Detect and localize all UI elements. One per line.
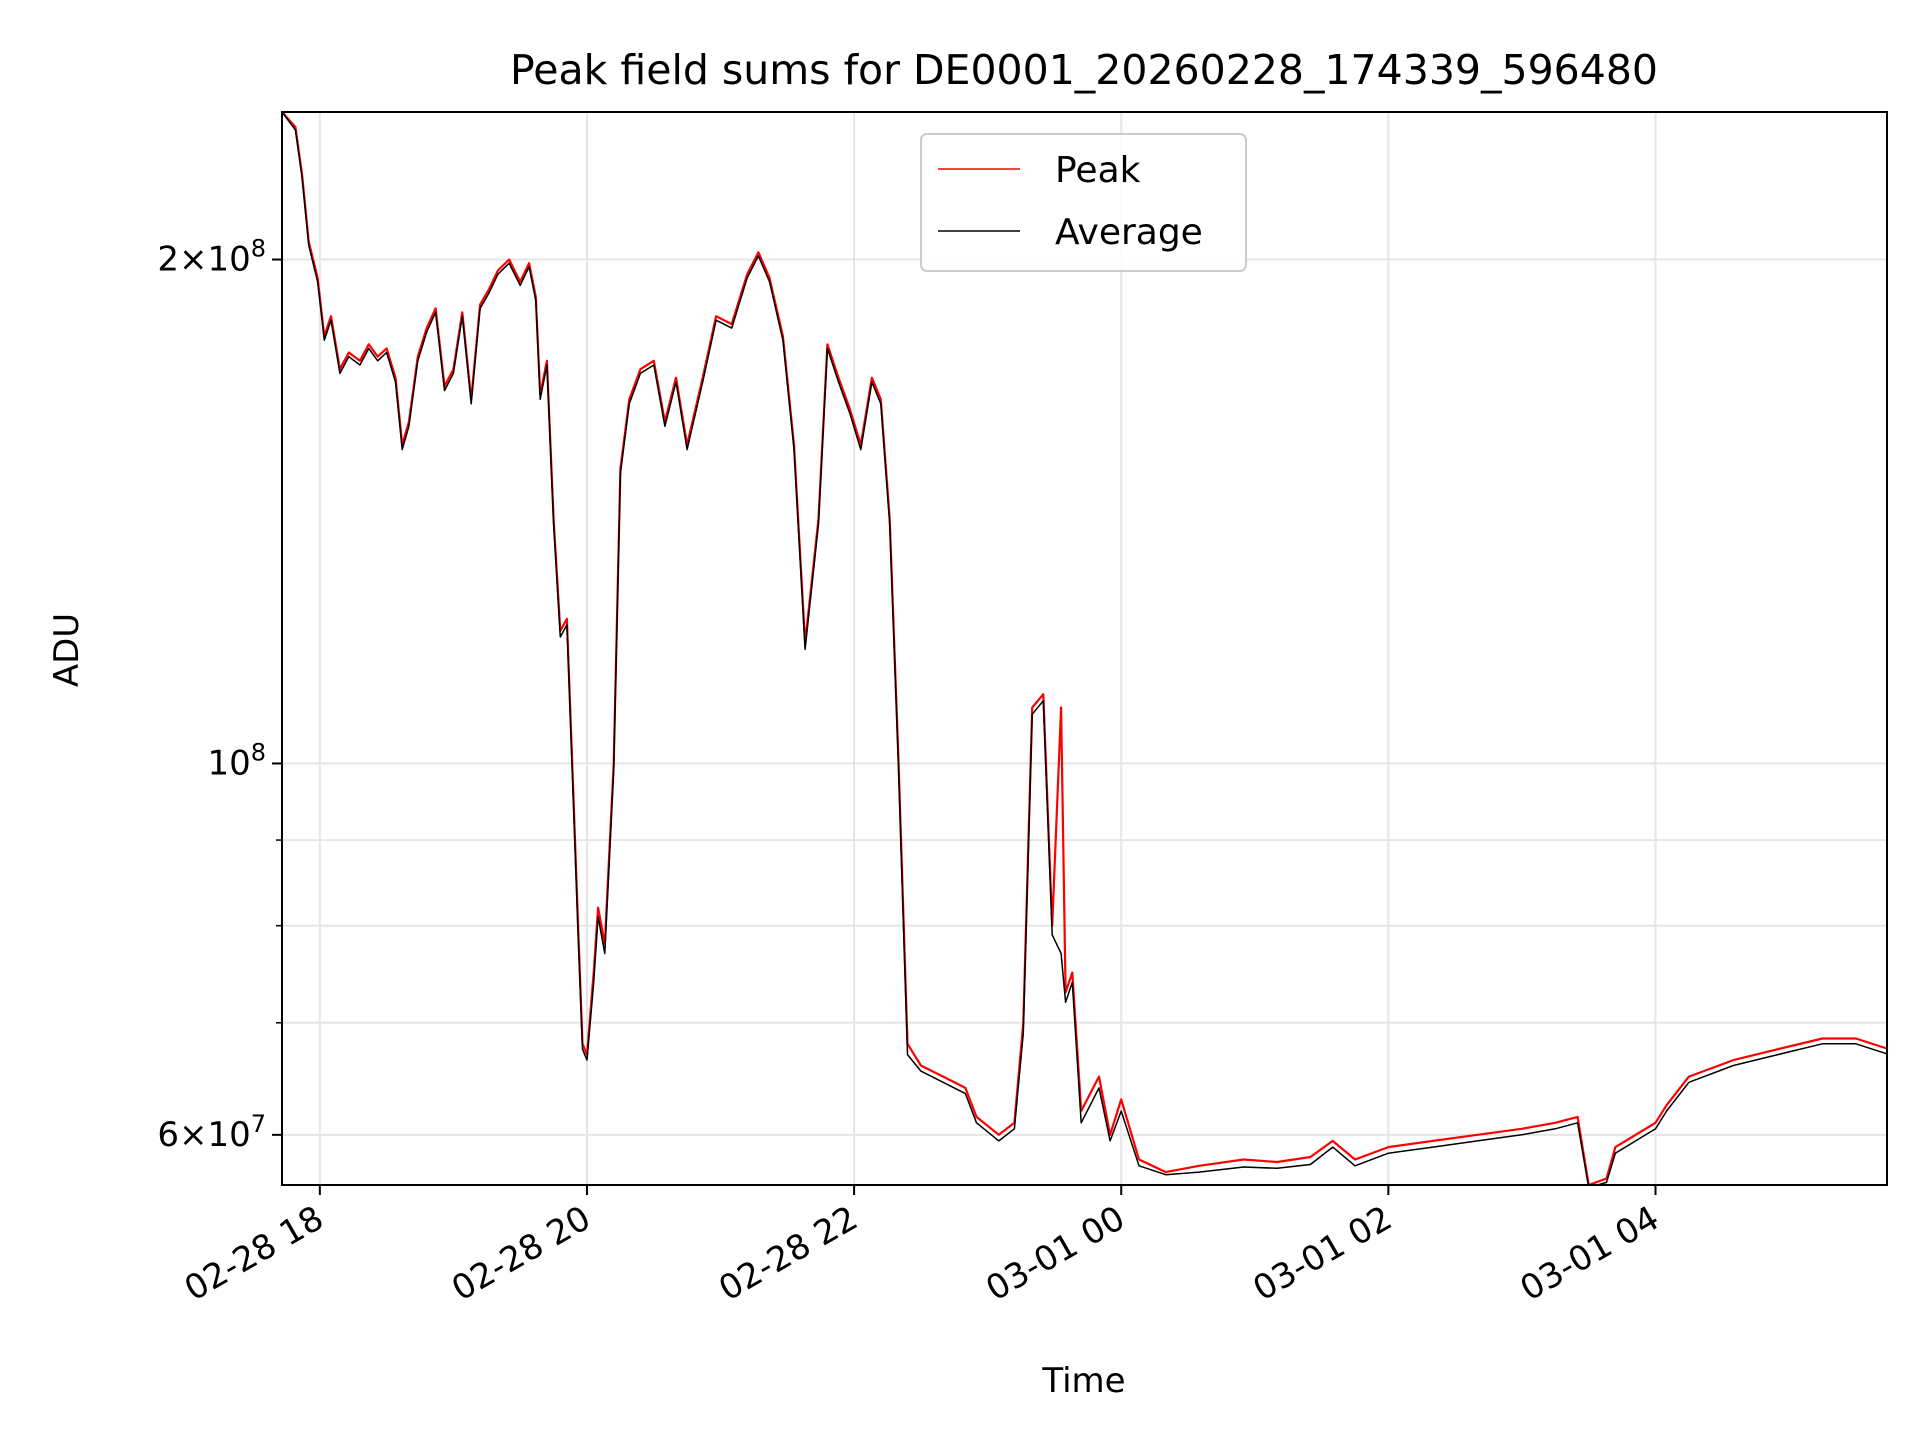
x-tick-label: 03-01 00 <box>979 1198 1131 1309</box>
plot-frame <box>281 111 1888 1186</box>
chart-title: Peak field sums for DE0001_20260228_1743… <box>510 46 1658 94</box>
legend-peak-label: Peak <box>1055 150 1141 191</box>
y-axis-label: ADU <box>47 613 87 687</box>
grid-layer <box>282 112 1887 1185</box>
x-tick-label: 03-01 02 <box>1246 1198 1398 1309</box>
legend-average-label: Average <box>1055 212 1203 253</box>
y-axis: 6×107 108 2×108 <box>157 235 282 1155</box>
x-axis-label: Time <box>1041 1361 1125 1401</box>
y-tick-label: 2×108 <box>157 235 266 280</box>
series-line-average <box>282 112 1887 1185</box>
x-tick-label: 03-01 04 <box>1514 1198 1666 1309</box>
series-line-peak <box>282 112 1887 1185</box>
y-tick-label: 108 <box>207 738 266 783</box>
x-tick-label: 02-28 20 <box>445 1198 597 1309</box>
y-tick-label: 6×107 <box>157 1110 266 1155</box>
x-axis: 02-28 18 02-28 20 02-28 22 03-01 00 03-01 02… <box>178 1185 1666 1309</box>
x-tick-label: 02-28 18 <box>178 1198 330 1309</box>
series-layer <box>282 112 1887 1185</box>
x-tick-label: 02-28 22 <box>712 1198 864 1309</box>
legend: Peak Average <box>920 133 1247 272</box>
